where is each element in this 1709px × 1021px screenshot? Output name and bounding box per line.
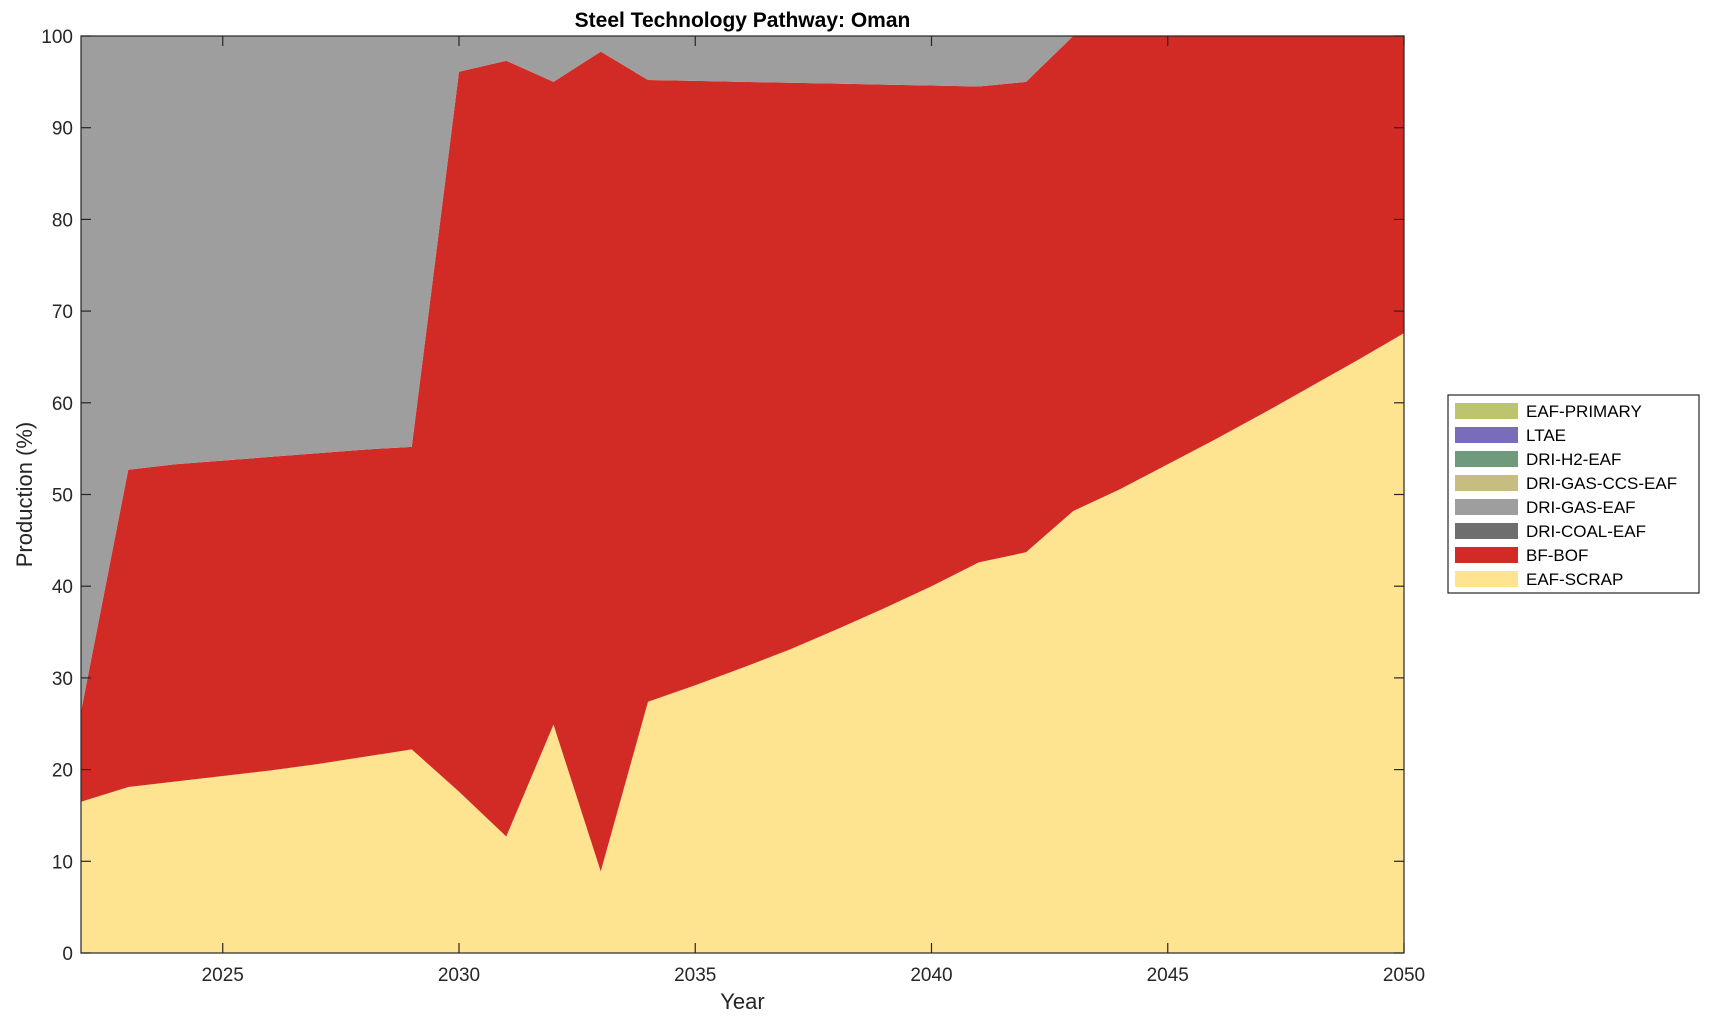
y-tick-label: 80 <box>52 210 73 231</box>
legend-swatch-dri-gas-ccs-eaf <box>1455 475 1518 491</box>
legend-swatch-eaf-scrap <box>1455 571 1518 587</box>
y-tick-label: 70 <box>52 302 73 323</box>
x-tick-label: 2025 <box>202 965 244 986</box>
y-tick-label: 90 <box>52 119 73 140</box>
legend: EAF-PRIMARY LTAE DRI-H2-EAF DRI-GAS-CCS-EAF… <box>1447 394 1700 594</box>
area-dri-gas-eaf <box>81 36 1404 712</box>
x-tick-label: 2045 <box>1147 965 1189 986</box>
areas-layer <box>81 36 1404 953</box>
legend-swatch-dri-h2-eaf <box>1455 451 1518 467</box>
y-tick-label: 40 <box>52 577 73 598</box>
legend-swatch-eaf-primary <box>1455 403 1518 419</box>
legend-label-dri-gas-eaf: DRI-GAS-EAF <box>1526 498 1636 517</box>
y-axis-title: Production (%) <box>12 422 37 568</box>
legend-swatch-dri-gas-eaf <box>1455 499 1518 515</box>
area-bf-bof <box>81 36 1404 872</box>
y-tick-label: 0 <box>62 944 73 965</box>
y-tick-label: 30 <box>52 669 73 690</box>
y-tick-label: 50 <box>52 486 73 507</box>
x-tick-label: 2040 <box>910 965 952 986</box>
x-tick-label: 2030 <box>438 965 480 986</box>
y-tick-label: 20 <box>52 761 73 782</box>
legend-swatch-dri-coal-eaf <box>1455 523 1518 539</box>
y-tick-label: 100 <box>41 27 73 48</box>
legend-label-dri-gas-ccs-eaf: DRI-GAS-CCS-EAF <box>1526 474 1677 493</box>
x-tick-label: 2035 <box>674 965 716 986</box>
legend-label-dri-coal-eaf: DRI-COAL-EAF <box>1526 522 1646 541</box>
legend-label-bf-bof: BF-BOF <box>1526 546 1588 565</box>
legend-swatch-ltae <box>1455 427 1518 443</box>
x-tick-label: 2050 <box>1383 965 1425 986</box>
y-tick-label: 10 <box>52 852 73 873</box>
legend-label-eaf-primary: EAF-PRIMARY <box>1526 402 1642 421</box>
area-eaf-scrap <box>81 333 1404 953</box>
legend-label-eaf-scrap: EAF-SCRAP <box>1526 570 1623 589</box>
legend-label-ltae: LTAE <box>1526 426 1566 445</box>
y-tick-label: 60 <box>52 394 73 415</box>
legend-swatch-bf-bof <box>1455 547 1518 563</box>
chart-title: Steel Technology Pathway: Oman <box>575 9 911 32</box>
legend-label-dri-h2-eaf: DRI-H2-EAF <box>1526 450 1621 469</box>
ticks-layer: 2025 2030 2035 2040 2045 20500102030405060708… <box>41 27 1425 986</box>
x-axis-title: Year <box>720 989 764 1014</box>
